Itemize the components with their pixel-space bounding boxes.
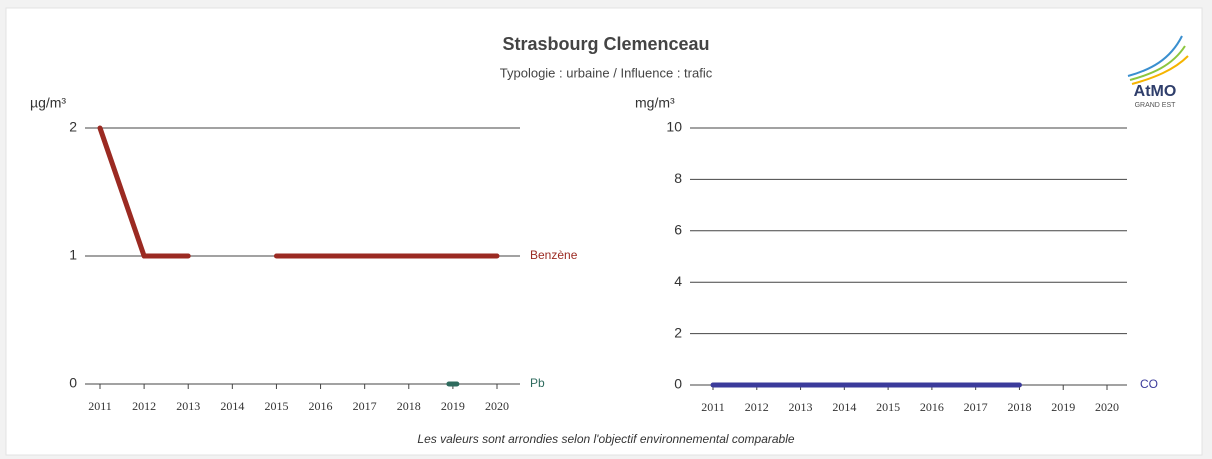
x-tick-label: 2011 (701, 400, 725, 414)
y-axis-label: mg/m³ (635, 95, 675, 111)
y-tick-label: 8 (674, 170, 682, 186)
logo-name: AtMO (1134, 83, 1177, 100)
x-tick-label: 2018 (1007, 400, 1031, 414)
y-tick-label: 10 (666, 119, 682, 135)
y-tick-label: 0 (674, 376, 682, 392)
x-tick-label: 2013 (789, 400, 813, 414)
card (5, 7, 1203, 456)
y-tick-label: 0 (69, 375, 77, 391)
y-tick-label: 4 (674, 273, 682, 289)
logo-swoosh (1131, 55, 1189, 85)
note: Les valeurs sont arrondies selon l'objec… (417, 432, 794, 446)
x-tick-label: 2012 (745, 400, 769, 414)
x-tick-label: 2019 (1051, 400, 1075, 414)
x-tick-label: 2015 (264, 399, 288, 413)
x-tick-label: 2020 (1095, 400, 1119, 414)
y-tick-label: 6 (674, 222, 682, 238)
x-tick-label: 2017 (964, 400, 988, 414)
x-tick-label: 2011 (88, 399, 112, 413)
logo-swoosh (1129, 45, 1186, 81)
y-axis-label: µg/m³ (30, 95, 66, 111)
series-line (97, 125, 191, 259)
x-tick-label: 2016 (309, 399, 333, 413)
logo-region: GRAND EST (1135, 102, 1177, 109)
x-tick-label: 2014 (832, 400, 856, 414)
series-label: CO (1140, 377, 1158, 391)
x-tick-label: 2018 (397, 399, 421, 413)
x-tick-label: 2012 (132, 399, 156, 413)
x-tick-label: 2016 (920, 400, 944, 414)
x-tick-label: 2020 (485, 399, 509, 413)
x-tick-label: 2017 (353, 399, 377, 413)
y-tick-label: 2 (674, 324, 682, 340)
x-tick-label: 2015 (876, 400, 900, 414)
title: Strasbourg Clemenceau (502, 34, 709, 54)
y-tick-label: 2 (69, 119, 77, 135)
series-label: Pb (530, 376, 545, 390)
x-tick-label: 2014 (220, 399, 244, 413)
x-tick-label: 2013 (176, 399, 200, 413)
logo-swoosh (1127, 35, 1183, 77)
logo: AtMO GRAND EST (1127, 35, 1189, 109)
x-tick-label: 2019 (441, 399, 465, 413)
series-label: Benzène (530, 248, 578, 262)
subtitle: Typologie : urbaine / Influence : trafic (500, 65, 713, 80)
y-tick-label: 1 (69, 247, 77, 263)
